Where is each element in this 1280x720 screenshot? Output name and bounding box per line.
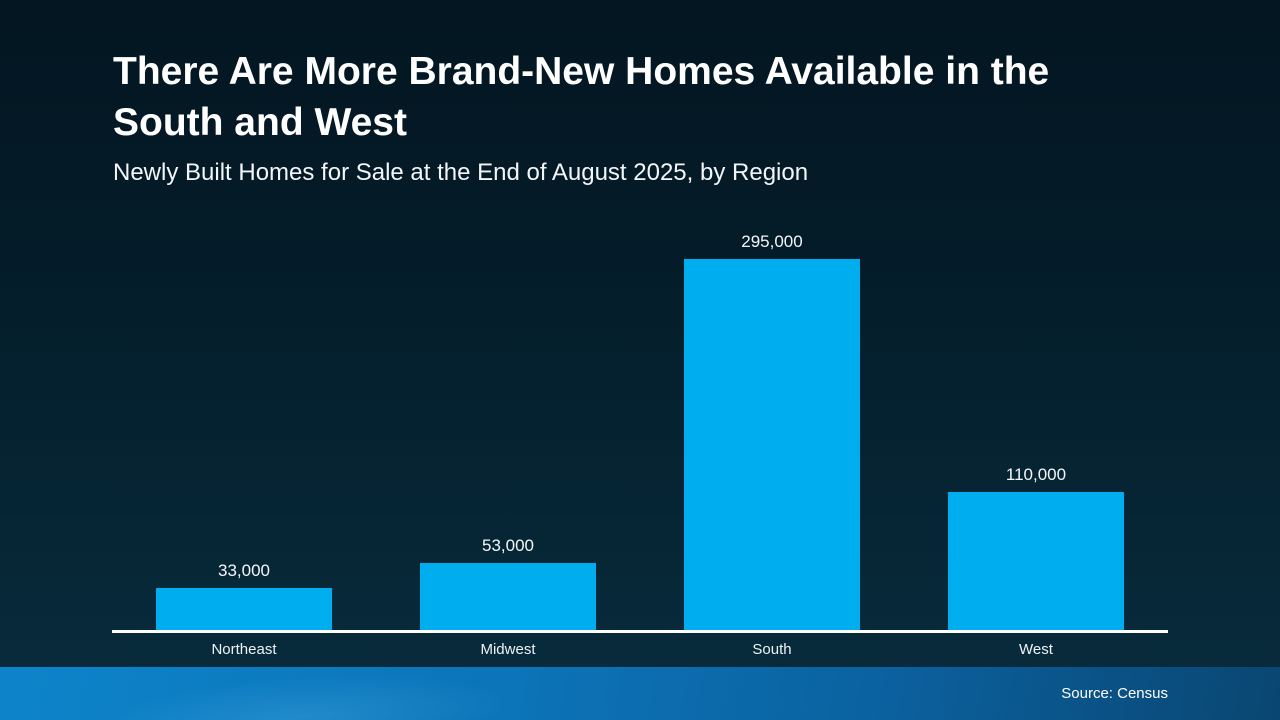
bar — [420, 563, 596, 630]
chart-subtitle: Newly Built Homes for Sale at the End of… — [113, 158, 809, 186]
bar — [156, 588, 332, 630]
bar-value-label: 110,000 — [1005, 465, 1067, 484]
chart-title: There Are More Brand-New Homes Available… — [113, 50, 1050, 145]
bar-category-label: Northeast — [211, 641, 277, 658]
bar-chart: 33,000 53,000 295,000 110,000 Northeast M… — [112, 232, 1168, 658]
bar-value-label: 53,000 — [482, 536, 534, 555]
bar-group: 53,000 — [376, 536, 640, 630]
plot-area: 33,000 53,000 295,000 110,000 — [112, 232, 1168, 630]
x-axis-line — [112, 630, 1168, 633]
bar-group: 295,000 — [640, 232, 904, 630]
bar — [684, 259, 860, 630]
header: There Are More Brand-New Homes Available… — [113, 46, 1173, 187]
bar-group: 33,000 — [112, 561, 376, 630]
x-axis-labels: Northeast Midwest South West — [112, 633, 1168, 658]
footer-band: Source: Census — [0, 667, 1280, 720]
bar-value-label: 33,000 — [218, 561, 270, 580]
bar-group: 110,000 — [904, 465, 1168, 630]
source-label: Source: Census — [1061, 685, 1168, 702]
bar — [948, 492, 1124, 630]
bar-category-label: West — [1019, 641, 1053, 658]
bar-value-label: 295,000 — [741, 232, 803, 251]
bar-category-label: Midwest — [480, 641, 536, 658]
bar-category-label: South — [752, 641, 792, 658]
